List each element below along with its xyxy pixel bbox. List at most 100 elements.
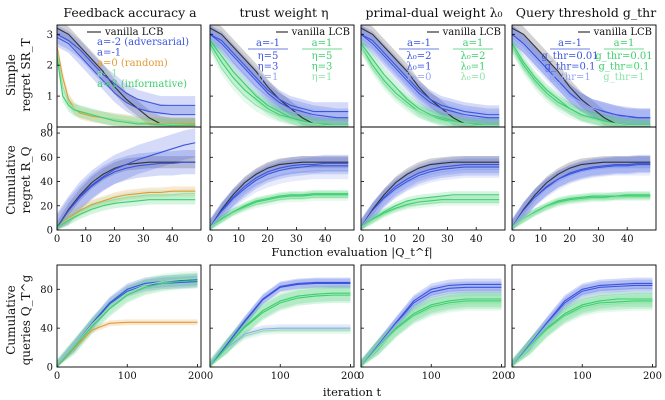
band-0	[512, 277, 653, 367]
legend-item-3: g_thr=0.01	[595, 51, 652, 62]
plot-area	[210, 277, 351, 367]
series-line-0	[512, 161, 651, 228]
legend-header: vanilla LCB	[442, 27, 501, 38]
xtick-label: 40	[470, 234, 483, 245]
legend-col-header-1: a=1	[463, 38, 484, 49]
axes-frame	[56, 264, 202, 368]
legend-header: vanilla LCB	[593, 27, 652, 38]
series-line-5	[57, 55, 196, 127]
legend-header: vanilla LCB	[104, 27, 163, 38]
series-line-1	[361, 33, 500, 116]
axes-frame	[209, 126, 355, 231]
band-2	[57, 150, 196, 230]
legend-item-4: λ₀=1	[460, 62, 485, 73]
series-line-4	[57, 279, 198, 367]
ytick-label: 0	[47, 363, 53, 374]
legend-item-5: g_thr=1	[603, 72, 644, 83]
series-line-5	[512, 195, 651, 229]
band-4	[210, 34, 349, 127]
legend-item-3: η=5	[312, 51, 333, 62]
series-line-6	[210, 46, 349, 127]
panel-r2c0: 0 40 80 0 100 200	[40, 264, 207, 382]
series-line-4	[210, 40, 349, 127]
xtick-label: 0	[509, 371, 515, 382]
band-5	[57, 194, 196, 230]
axes-frame	[511, 126, 657, 231]
xtick-label: 0	[207, 371, 213, 382]
series-line-4	[210, 294, 351, 367]
series-line-1	[210, 162, 349, 228]
xtick-label: 20	[412, 234, 425, 245]
xtick-label: 20	[108, 234, 121, 245]
band-5	[512, 40, 651, 127]
axes-frame	[209, 264, 355, 368]
xtick-label: 30	[592, 234, 605, 245]
axes-frame	[56, 126, 202, 231]
series-line-6	[512, 46, 651, 127]
series-line-5	[361, 199, 500, 229]
ytick-label: 1	[47, 92, 53, 103]
band-4	[361, 37, 500, 127]
xtick-label: 0	[54, 371, 60, 382]
col-title-0: Feedback accuracy a	[63, 5, 197, 20]
series-line-3	[57, 278, 198, 367]
series-line-6	[361, 46, 500, 127]
legend-item-5: η=1	[312, 72, 333, 83]
xtick-label: 10	[232, 234, 245, 245]
band-0	[512, 25, 651, 127]
plot-area	[512, 277, 653, 367]
col-title-3: Query threshold g_thr	[516, 5, 656, 20]
series-line-3	[361, 168, 500, 228]
ytick-label: 60	[40, 153, 53, 164]
legend-item-0: η=5	[258, 51, 279, 62]
band-1	[210, 278, 351, 367]
legend-item-3: a=1	[97, 69, 118, 80]
series-line-5	[361, 302, 502, 367]
xtick-label: 200	[492, 371, 511, 382]
legend-item-1: g_thr=0.1	[545, 62, 596, 73]
band-0	[210, 277, 351, 367]
ytick-label: 20	[40, 201, 53, 212]
legend-item-4: η=3	[312, 62, 333, 73]
band-6	[210, 40, 349, 127]
series-line-2	[210, 327, 351, 367]
legend-item-3: λ₀=2	[460, 51, 485, 62]
legend-col-header-1: a=1	[614, 38, 635, 49]
row-ylabel-0b: regret SR_T	[19, 38, 33, 111]
xtick-label: 10	[79, 234, 92, 245]
xtick-label: 100	[271, 371, 290, 382]
series-line-2	[361, 33, 500, 119]
xtick-label: 40	[319, 234, 332, 245]
axes-frame	[360, 264, 506, 368]
band-2	[512, 282, 653, 367]
xtick-label: 0	[54, 234, 60, 245]
series-line-2	[512, 287, 653, 367]
axes-frame	[360, 126, 506, 231]
series-line-2	[210, 165, 349, 228]
series-line-3	[512, 36, 651, 120]
legend-item-2: λ₀=0	[406, 72, 431, 83]
panel-r1c2: 0 10 20 30 40	[358, 126, 506, 245]
series-line-3	[210, 36, 349, 122]
plot-area	[210, 25, 349, 127]
series-line-2	[57, 321, 198, 367]
row-ylabel-0a: Simple	[4, 54, 18, 96]
col-title-2: primal-dual weight λ₀	[365, 5, 502, 20]
band-3	[210, 162, 349, 230]
series-line-3	[210, 170, 349, 228]
plot-area	[57, 128, 196, 230]
xtick-label: 200	[341, 371, 360, 382]
series-line-5	[512, 302, 653, 367]
legend-header: vanilla LCB	[291, 27, 350, 38]
legend-item-4: a=2 (informative)	[97, 79, 187, 90]
xtick-label: 100	[118, 371, 137, 382]
row-ylabel-1b: regret R_Q	[19, 146, 33, 213]
row-ylabel-1a: Cumulative	[4, 145, 18, 215]
band-3	[57, 40, 196, 127]
xlabel-row2: iteration t	[323, 385, 382, 399]
plot-area	[361, 25, 500, 127]
